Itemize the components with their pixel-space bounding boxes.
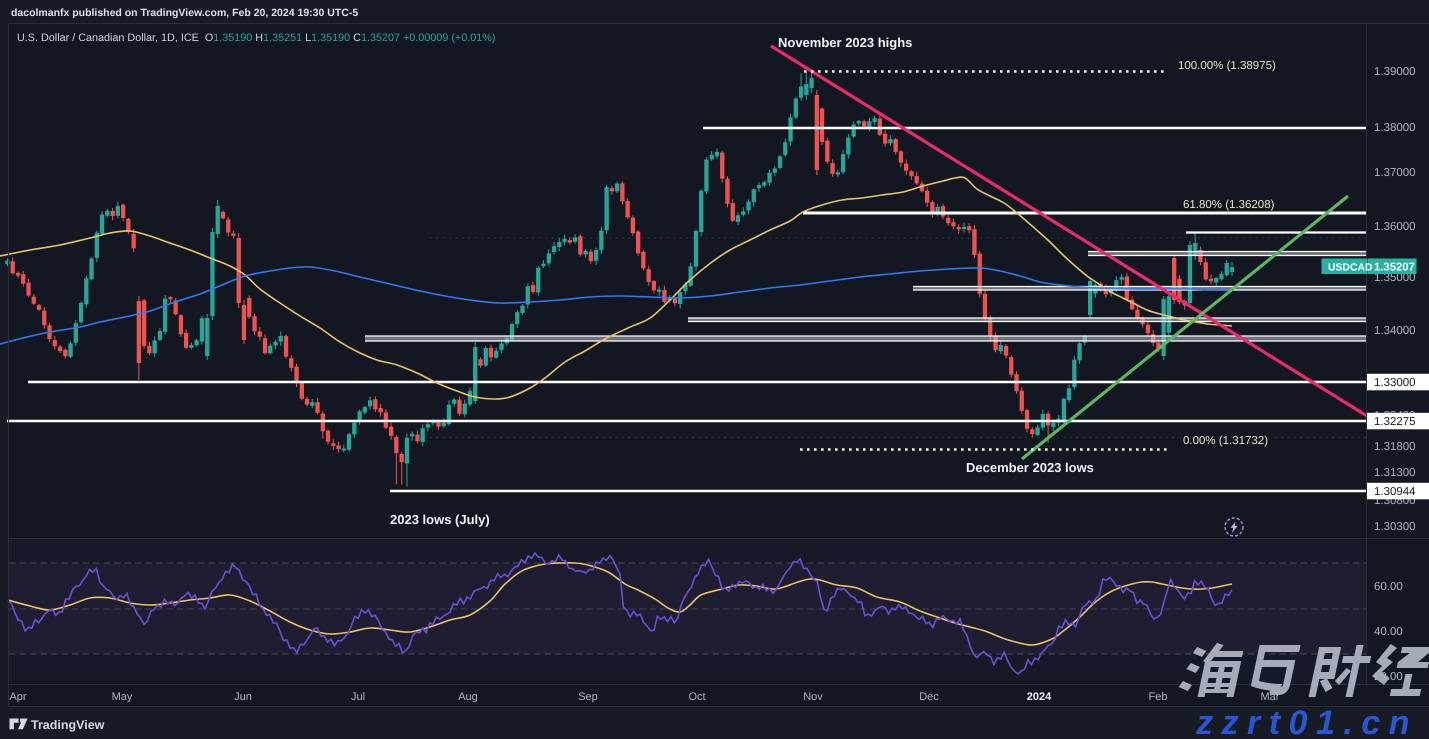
svg-text:1.35207: 1.35207: [1374, 262, 1415, 274]
svg-text:Jul: Jul: [351, 691, 365, 703]
svg-text:zzrt01.cn: zzrt01.cn: [1195, 704, 1418, 739]
svg-text:Dec: Dec: [919, 691, 939, 703]
svg-text:2024: 2024: [1027, 691, 1052, 703]
svg-text:Aug: Aug: [458, 691, 478, 703]
svg-text:1.30944: 1.30944: [1374, 486, 1416, 498]
svg-text:1.31800: 1.31800: [1374, 441, 1416, 453]
svg-text:61.80% (1.36208): 61.80% (1.36208): [1183, 199, 1275, 211]
svg-text:Apr: Apr: [9, 691, 26, 703]
svg-text:May: May: [112, 691, 133, 703]
svg-text:0.00% (1.31732): 0.00% (1.31732): [1183, 435, 1268, 447]
svg-text:1.39000: 1.39000: [1374, 66, 1416, 78]
svg-text:1.36000: 1.36000: [1374, 221, 1416, 233]
svg-text:Feb: Feb: [1149, 691, 1168, 703]
svg-text:Sep: Sep: [578, 691, 598, 703]
svg-text:dacolmanfx published on Tradin: dacolmanfx published on TradingView.com,…: [11, 7, 358, 19]
svg-text:60.00: 60.00: [1374, 581, 1403, 593]
svg-text:Jun: Jun: [234, 691, 252, 703]
svg-text:December 2023 lows: December 2023 lows: [966, 460, 1094, 475]
svg-text:40.00: 40.00: [1374, 626, 1403, 638]
svg-text:1.34000: 1.34000: [1374, 325, 1416, 337]
svg-text:USDCAD: USDCAD: [1328, 262, 1373, 273]
svg-text:1.30300: 1.30300: [1374, 521, 1416, 533]
svg-text:Nov: Nov: [803, 691, 823, 703]
svg-text:1.35000: 1.35000: [1374, 272, 1416, 284]
svg-text:Oct: Oct: [688, 691, 705, 703]
svg-text:100.00% (1.38975): 100.00% (1.38975): [1178, 60, 1276, 72]
svg-text:1.32275: 1.32275: [1374, 416, 1416, 428]
svg-text:1.31300: 1.31300: [1374, 467, 1416, 479]
svg-text:1.37000: 1.37000: [1374, 167, 1416, 179]
svg-text:U.S. Dollar / Canadian Dollar,: U.S. Dollar / Canadian Dollar, 1D, ICE O…: [17, 32, 495, 44]
svg-text:1.38000: 1.38000: [1374, 122, 1416, 134]
svg-text:2023 lows (July): 2023 lows (July): [390, 512, 490, 527]
svg-text:TradingView: TradingView: [31, 718, 105, 732]
svg-text:1.33000: 1.33000: [1374, 377, 1416, 389]
svg-text:November 2023 highs: November 2023 highs: [778, 35, 912, 50]
